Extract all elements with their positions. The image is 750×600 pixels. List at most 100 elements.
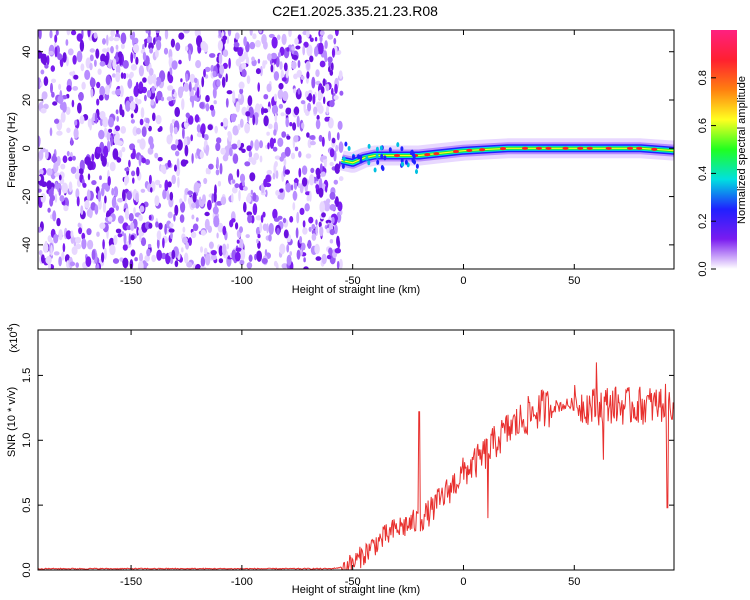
noise-cell <box>205 144 209 157</box>
noise-cell <box>226 36 230 44</box>
noise-cell <box>62 101 67 113</box>
noise-cell <box>162 189 167 200</box>
noise-cell <box>102 48 108 53</box>
x-tick-label: 50 <box>568 576 580 588</box>
noise-cell <box>70 230 74 238</box>
colorbar-ticks: 0.0 0.2 0.4 0.6 0.8 <box>697 70 716 277</box>
noise-cell <box>49 30 53 39</box>
noise-cell <box>58 188 62 196</box>
noise-cell <box>283 62 288 72</box>
noise-cell <box>195 60 202 69</box>
noise-cell <box>99 85 106 97</box>
noise-cell <box>72 155 76 161</box>
noise-cell <box>241 148 246 153</box>
noise-cell <box>259 222 263 233</box>
noise-cell <box>59 195 65 202</box>
noise-cell <box>154 152 159 159</box>
noise-cell <box>177 176 180 188</box>
noise-cell <box>94 112 98 125</box>
noise-cell <box>154 179 161 186</box>
noise-cell <box>214 184 217 195</box>
noise-cell <box>298 151 302 158</box>
noise-cell <box>135 127 142 135</box>
noise-cell <box>318 221 322 228</box>
noise-cell <box>308 93 313 102</box>
noise-cell <box>279 188 284 193</box>
noise-cell <box>325 83 330 92</box>
noise-cell <box>103 247 107 260</box>
noise-cell <box>268 234 272 242</box>
noise-cell <box>293 73 298 80</box>
noise-cell <box>234 183 240 189</box>
noise-cell <box>130 52 134 64</box>
noise-cell <box>113 36 120 42</box>
noise-cell <box>293 135 299 143</box>
noise-cell <box>159 126 163 132</box>
noise-cell <box>285 182 292 193</box>
noise-cell <box>40 69 45 75</box>
noise-cell <box>296 69 303 78</box>
noise-cell <box>303 101 306 114</box>
noise-cell <box>244 161 251 167</box>
noise-cell <box>200 256 206 268</box>
noise-cell <box>156 249 163 261</box>
noise-cell <box>95 48 100 59</box>
noise-cell <box>213 215 220 228</box>
noise-cell <box>156 80 160 87</box>
ridge-hotspot <box>424 153 431 157</box>
noise-cell <box>113 234 118 246</box>
noise-cell <box>120 43 125 50</box>
noise-cell <box>283 158 287 167</box>
noise-cell <box>94 204 99 215</box>
noise-cell <box>333 95 339 101</box>
noise-cell <box>292 88 297 94</box>
noise-cell <box>234 251 241 262</box>
noise-cell <box>100 53 106 63</box>
noise-cell <box>163 47 169 55</box>
noise-cell <box>281 131 287 138</box>
noise-cell <box>96 263 100 269</box>
noise-cell <box>324 201 331 212</box>
noise-cell <box>110 46 114 54</box>
noise-cell <box>299 236 303 244</box>
noise-cell <box>174 164 177 172</box>
noise-cell <box>236 239 240 244</box>
noise-cell <box>174 106 180 118</box>
noise-cell <box>325 198 331 204</box>
noise-cell <box>54 34 58 43</box>
noise-cell <box>198 196 202 206</box>
noise-cell <box>296 115 300 128</box>
noise-cell <box>330 62 334 71</box>
noise-cell <box>151 254 157 263</box>
noise-cell <box>246 75 251 85</box>
noise-cell <box>319 163 323 173</box>
noise-cell <box>260 214 264 223</box>
noise-cell <box>233 42 240 48</box>
noise-cell <box>298 167 302 178</box>
noise-cell <box>119 257 124 262</box>
noise-cell <box>302 45 306 56</box>
noise-cell <box>168 74 174 84</box>
noise-cell <box>262 60 266 69</box>
noise-cell <box>329 239 334 244</box>
noise-cell <box>142 51 147 61</box>
noise-cell <box>313 106 318 115</box>
noise-cell <box>38 250 43 256</box>
noise-cell <box>299 183 304 194</box>
ridge-hotspot <box>433 152 440 156</box>
noise-cell <box>310 167 315 174</box>
noise-cell <box>160 96 165 102</box>
noise-cell <box>304 203 310 212</box>
noise-cell <box>281 77 287 82</box>
noise-cell <box>306 61 310 71</box>
noise-cell <box>188 237 193 246</box>
noise-cell <box>315 224 318 237</box>
noise-cell <box>93 32 98 39</box>
noise-cell <box>103 145 109 158</box>
noise-cell <box>258 103 263 109</box>
noise-cell <box>79 39 85 52</box>
noise-cell <box>67 48 74 56</box>
noise-cell <box>130 222 135 231</box>
noise-cell <box>81 81 86 90</box>
ridge-hotspot <box>627 146 633 150</box>
